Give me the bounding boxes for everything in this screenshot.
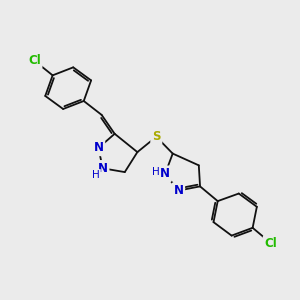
Text: S: S [152, 130, 160, 143]
Text: N: N [160, 167, 170, 180]
Text: Cl: Cl [265, 237, 277, 250]
Text: N: N [94, 141, 103, 154]
Text: H: H [92, 169, 100, 180]
Text: N: N [173, 184, 183, 197]
Text: H: H [152, 167, 160, 177]
Text: N: N [98, 162, 108, 175]
Text: Cl: Cl [28, 54, 41, 67]
